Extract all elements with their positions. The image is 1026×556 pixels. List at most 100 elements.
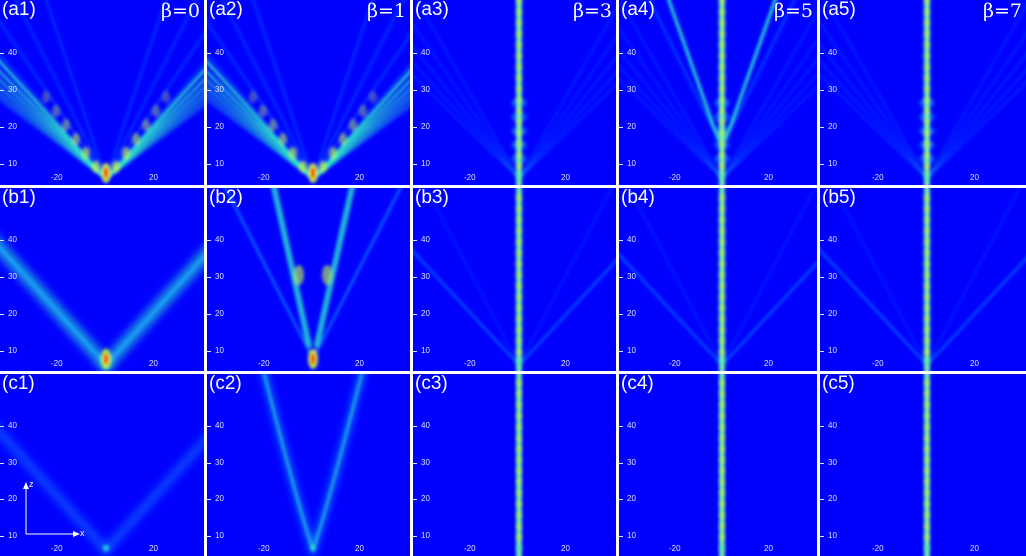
y-tick-label: 10 [828,345,837,355]
y-tick-mark [820,350,824,352]
y-tick-mark [0,127,4,129]
panel-label: (b3) [415,188,449,208]
x-tick-label: -20 [258,173,270,182]
panel-a1: (a1) β=0 40 30 20 10 -20 20 [0,0,204,185]
panel-label: (a5) [822,0,856,20]
panel-b2: (b2) 40 30 20 10 -20 20 [207,188,410,371]
x-tick-label: 20 [764,544,773,553]
intensity-map [413,0,616,185]
panel-a3: (a3) β=3 40 30 20 10 -20 20 [413,0,616,185]
panel-c2: (c2) 40 30 20 10 -20 20 [207,374,410,556]
y-tick-label: 20 [627,308,636,318]
y-tick-mark [619,164,623,166]
y-tick-label: 20 [828,308,837,318]
panel-label: (b2) [209,188,243,208]
intensity-map [261,374,365,556]
y-tick-label: 20 [215,308,224,318]
y-tick-label: 40 [215,47,224,57]
y-tick-label: 20 [8,308,17,318]
y-tick-mark [413,164,417,166]
panel-label: (a4) [621,0,655,20]
y-tick-label: 30 [421,457,430,467]
y-tick-label: 30 [8,272,17,282]
panel-c4: (c4) 40 30 20 10 -20 20 [619,374,817,556]
beta-label: β=3 [573,0,612,22]
y-tick-label: 20 [627,122,636,132]
y-tick-label: 20 [627,494,636,504]
intensity-map [619,0,817,185]
y-tick-label: 40 [8,421,17,431]
y-tick-label: 30 [215,457,224,467]
y-tick-mark [207,350,211,352]
y-tick-mark [619,350,623,352]
y-tick-label: 30 [8,84,17,94]
y-tick-mark [619,313,623,315]
intensity-map [820,0,1026,185]
y-tick-label: 40 [828,421,837,431]
x-tick-label: -20 [872,544,884,553]
x-tick-label: 20 [561,359,570,368]
intensity-map [413,188,616,371]
y-tick-label: 20 [8,494,17,504]
y-tick-label: 40 [828,235,837,245]
panel-b3: (b3) 40 30 20 10 -20 20 [413,188,616,371]
intensity-map [0,0,204,183]
y-tick-label: 20 [421,308,430,318]
x-tick-label: 20 [149,173,158,182]
y-tick-mark [619,277,623,279]
y-tick-mark [0,499,4,501]
x-tick-label: -20 [669,544,681,553]
intensity-map [820,188,1026,371]
x-tick-label: -20 [464,359,476,368]
x-tick-label: 20 [149,544,158,553]
y-tick-mark [619,52,623,54]
y-tick-label: 10 [421,159,430,169]
panel-c3: (c3) 40 30 20 10 -20 20 [413,374,616,556]
panel-label: (c1) [2,374,35,394]
panel-label: (c3) [415,374,448,394]
panel-b5: (b5) 40 30 20 10 -20 20 [820,188,1026,371]
y-tick-label: 30 [421,272,430,282]
panel-label: (c4) [621,374,654,394]
y-tick-mark [0,277,4,279]
panel-label: (a3) [415,0,449,20]
beta-label: β=5 [774,0,813,22]
y-tick-mark [820,462,824,464]
y-tick-mark [820,164,824,166]
y-tick-mark [207,240,211,242]
y-tick-mark [619,426,623,428]
panel-label: (a1) [2,0,36,20]
intensity-map [0,237,204,371]
beta-label: β=0 [161,0,200,22]
panel-label: (a2) [209,0,243,20]
y-tick-label: 30 [215,272,224,282]
y-tick-label: 30 [828,457,837,467]
y-tick-mark [413,536,417,538]
y-tick-mark [413,462,417,464]
y-tick-label: 30 [627,457,636,467]
y-tick-label: 30 [8,457,17,467]
y-tick-label: 10 [8,345,17,355]
y-tick-label: 40 [627,235,636,245]
y-tick-mark [413,89,417,91]
y-tick-label: 10 [627,345,636,355]
panel-a4: (a4) β=5 40 30 20 10 -20 20 [619,0,817,185]
y-tick-mark [820,52,824,54]
x-tick-label: -20 [51,359,63,368]
y-tick-label: 30 [828,272,837,282]
panel-label: (c2) [209,374,242,394]
x-tick-label: -20 [51,544,63,553]
y-tick-label: 10 [8,531,17,541]
panel-label: (b4) [621,188,655,208]
panel-a2: (a2) β=1 40 30 20 10 -20 20 [207,0,410,185]
x-tick-label: 20 [970,359,979,368]
y-tick-mark [207,89,211,91]
y-tick-mark [820,240,824,242]
x-tick-label: -20 [51,173,63,182]
y-tick-mark [207,164,211,166]
y-tick-label: 10 [828,159,837,169]
y-tick-mark [413,499,417,501]
y-tick-label: 40 [627,47,636,57]
y-tick-label: 10 [421,345,430,355]
panel-b1: (b1) 40 30 20 10 -20 20 [0,188,204,371]
